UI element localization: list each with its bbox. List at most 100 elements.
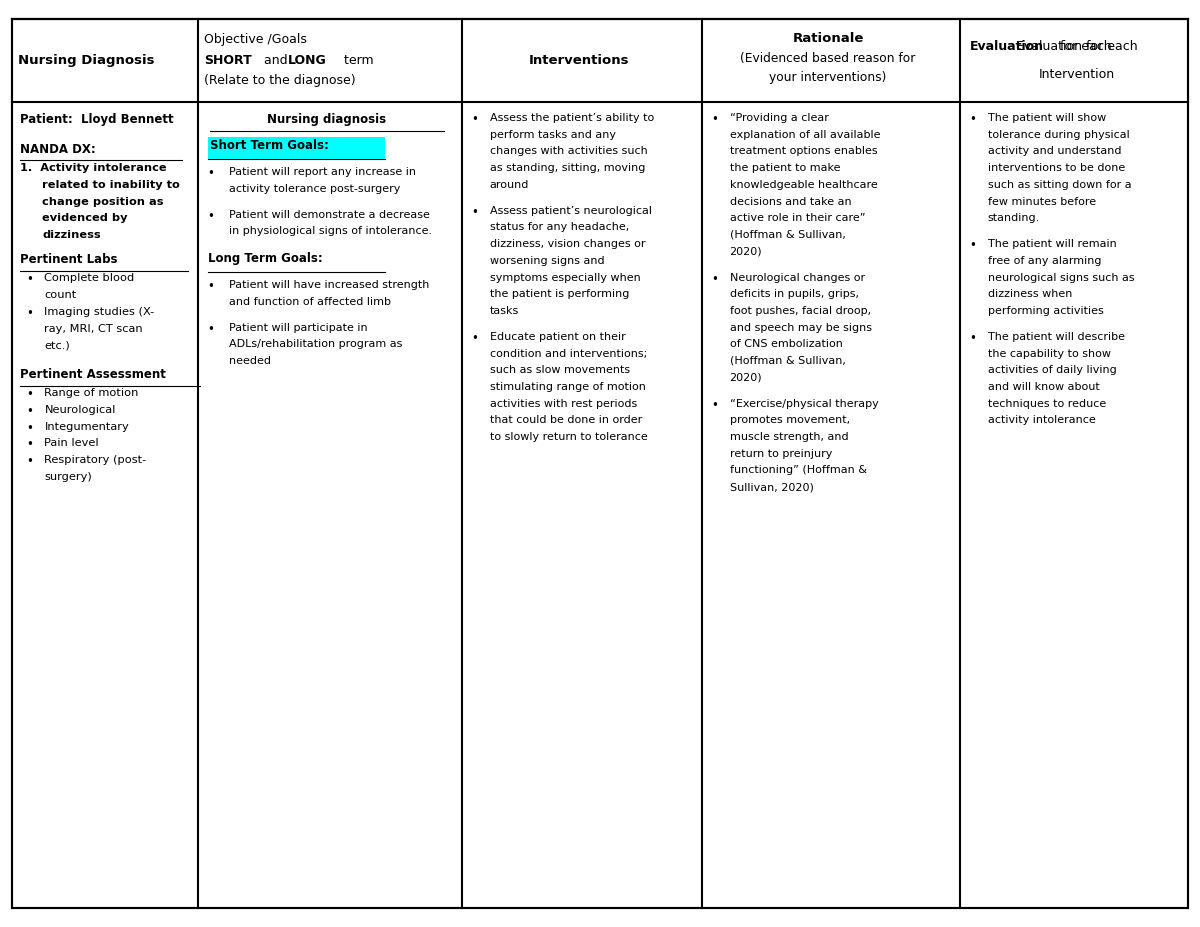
- Text: ray, MRI, CT scan: ray, MRI, CT scan: [44, 324, 143, 334]
- Text: Intervention: Intervention: [1039, 68, 1115, 81]
- Text: •: •: [472, 206, 479, 219]
- Text: interventions to be done: interventions to be done: [988, 163, 1124, 173]
- Text: the capability to show: the capability to show: [988, 349, 1111, 359]
- Text: activity tolerance post-surgery: activity tolerance post-surgery: [229, 184, 401, 194]
- Text: such as slow movements: such as slow movements: [490, 365, 630, 375]
- Text: needed: needed: [229, 356, 271, 366]
- Text: status for any headache,: status for any headache,: [490, 222, 629, 233]
- Text: Complete blood: Complete blood: [44, 273, 134, 284]
- Text: Evaluation: Evaluation: [970, 40, 1044, 53]
- Text: •: •: [970, 239, 977, 252]
- Text: The patient will remain: The patient will remain: [988, 239, 1116, 249]
- FancyBboxPatch shape: [208, 137, 385, 159]
- Text: surgery): surgery): [44, 472, 92, 482]
- Text: Neurological: Neurological: [44, 405, 115, 415]
- Text: •: •: [26, 405, 34, 418]
- Text: treatment options enables: treatment options enables: [730, 146, 877, 157]
- Text: Imaging studies (X-: Imaging studies (X-: [44, 307, 155, 317]
- Text: decisions and take an: decisions and take an: [730, 197, 851, 207]
- Text: the patient to make: the patient to make: [730, 163, 840, 173]
- Text: Short Term Goals:: Short Term Goals:: [210, 139, 329, 152]
- Text: Patient will participate in: Patient will participate in: [229, 323, 368, 333]
- Text: that could be done in order: that could be done in order: [490, 415, 642, 425]
- Text: Pertinent Labs: Pertinent Labs: [20, 253, 118, 266]
- Text: term: term: [340, 54, 373, 67]
- Text: Patient will have increased strength: Patient will have increased strength: [229, 280, 430, 290]
- Text: 2020): 2020): [730, 373, 762, 383]
- Text: few minutes before: few minutes before: [988, 197, 1096, 207]
- Text: •: •: [26, 455, 34, 468]
- Text: •: •: [970, 113, 977, 126]
- Text: ADLs/rehabilitation program as: ADLs/rehabilitation program as: [229, 339, 402, 349]
- Text: (Hoffman & Sullivan,: (Hoffman & Sullivan,: [730, 230, 846, 240]
- Text: LONG: LONG: [288, 54, 326, 67]
- Text: Assess the patient’s ability to: Assess the patient’s ability to: [490, 113, 654, 123]
- Text: Objective /Goals: Objective /Goals: [204, 33, 307, 46]
- Text: •: •: [472, 332, 479, 345]
- Text: (Hoffman & Sullivan,: (Hoffman & Sullivan,: [730, 356, 846, 366]
- Text: •: •: [712, 273, 719, 286]
- Text: •: •: [26, 438, 34, 451]
- Text: promotes movement,: promotes movement,: [730, 415, 850, 425]
- Text: and will know about: and will know about: [988, 382, 1099, 392]
- Text: The patient will describe: The patient will describe: [988, 332, 1124, 342]
- Text: as standing, sitting, moving: as standing, sitting, moving: [490, 163, 644, 173]
- Text: activity intolerance: activity intolerance: [988, 415, 1096, 425]
- Text: the patient is performing: the patient is performing: [490, 289, 629, 299]
- Text: •: •: [208, 280, 215, 293]
- Text: Neurological changes or: Neurological changes or: [730, 273, 865, 283]
- Text: etc.): etc.): [44, 340, 70, 350]
- Text: foot pushes, facial droop,: foot pushes, facial droop,: [730, 306, 871, 316]
- Text: return to preinjury: return to preinjury: [730, 449, 832, 459]
- Text: change position as: change position as: [42, 197, 163, 207]
- Text: Sullivan, 2020): Sullivan, 2020): [730, 482, 814, 492]
- Text: Patient will report any increase in: Patient will report any increase in: [229, 167, 416, 177]
- Text: Educate patient on their: Educate patient on their: [490, 332, 625, 342]
- Text: activity and understand: activity and understand: [988, 146, 1121, 157]
- Text: explanation of all available: explanation of all available: [730, 130, 880, 140]
- Text: “Exercise/physical therapy: “Exercise/physical therapy: [730, 399, 878, 409]
- Text: Long Term Goals:: Long Term Goals:: [208, 252, 323, 265]
- Text: functioning” (Hoffman &: functioning” (Hoffman &: [730, 465, 866, 476]
- Text: •: •: [26, 273, 34, 286]
- Text: Pertinent Assessment: Pertinent Assessment: [20, 368, 167, 381]
- Text: techniques to reduce: techniques to reduce: [988, 399, 1106, 409]
- Text: •: •: [970, 332, 977, 345]
- Text: SHORT: SHORT: [204, 54, 252, 67]
- Text: for each: for each: [1056, 40, 1111, 53]
- Text: dizziness: dizziness: [42, 230, 101, 240]
- Text: dizziness, vision changes or: dizziness, vision changes or: [490, 239, 646, 249]
- Text: Patient will demonstrate a decrease: Patient will demonstrate a decrease: [229, 210, 430, 220]
- Text: related to inability to: related to inability to: [42, 180, 180, 190]
- Text: symptoms especially when: symptoms especially when: [490, 273, 641, 283]
- Text: worsening signs and: worsening signs and: [490, 256, 605, 266]
- Text: to slowly return to tolerance: to slowly return to tolerance: [490, 432, 647, 442]
- Text: 1.  Activity intolerance: 1. Activity intolerance: [20, 163, 167, 173]
- Text: changes with activities such: changes with activities such: [490, 146, 647, 157]
- Text: •: •: [26, 422, 34, 435]
- Text: activities of daily living: activities of daily living: [988, 365, 1116, 375]
- Text: tolerance during physical: tolerance during physical: [988, 130, 1129, 140]
- Text: neurological signs such as: neurological signs such as: [988, 273, 1134, 283]
- Text: •: •: [208, 210, 215, 222]
- Text: Respiratory (post-: Respiratory (post-: [44, 455, 146, 465]
- Text: •: •: [208, 167, 215, 180]
- Text: •: •: [208, 323, 215, 336]
- Text: Nursing diagnosis: Nursing diagnosis: [268, 113, 386, 126]
- Text: “Providing a clear: “Providing a clear: [730, 113, 828, 123]
- Text: muscle strength, and: muscle strength, and: [730, 432, 848, 442]
- Text: perform tasks and any: perform tasks and any: [490, 130, 616, 140]
- Text: stimulating range of motion: stimulating range of motion: [490, 382, 646, 392]
- Text: in physiological signs of intolerance.: in physiological signs of intolerance.: [229, 226, 432, 236]
- Text: activities with rest periods: activities with rest periods: [490, 399, 637, 409]
- Text: of CNS embolization: of CNS embolization: [730, 339, 842, 349]
- Text: (Relate to the diagnose): (Relate to the diagnose): [204, 74, 355, 87]
- Text: knowledgeable healthcare: knowledgeable healthcare: [730, 180, 877, 190]
- Text: Evaluation for each: Evaluation for each: [1016, 40, 1138, 53]
- Text: and: and: [260, 54, 292, 67]
- Text: dizziness when: dizziness when: [988, 289, 1072, 299]
- Text: Range of motion: Range of motion: [44, 388, 139, 399]
- Text: performing activities: performing activities: [988, 306, 1103, 316]
- Text: Rationale: Rationale: [792, 32, 864, 44]
- Text: NANDA DX:: NANDA DX:: [20, 143, 96, 156]
